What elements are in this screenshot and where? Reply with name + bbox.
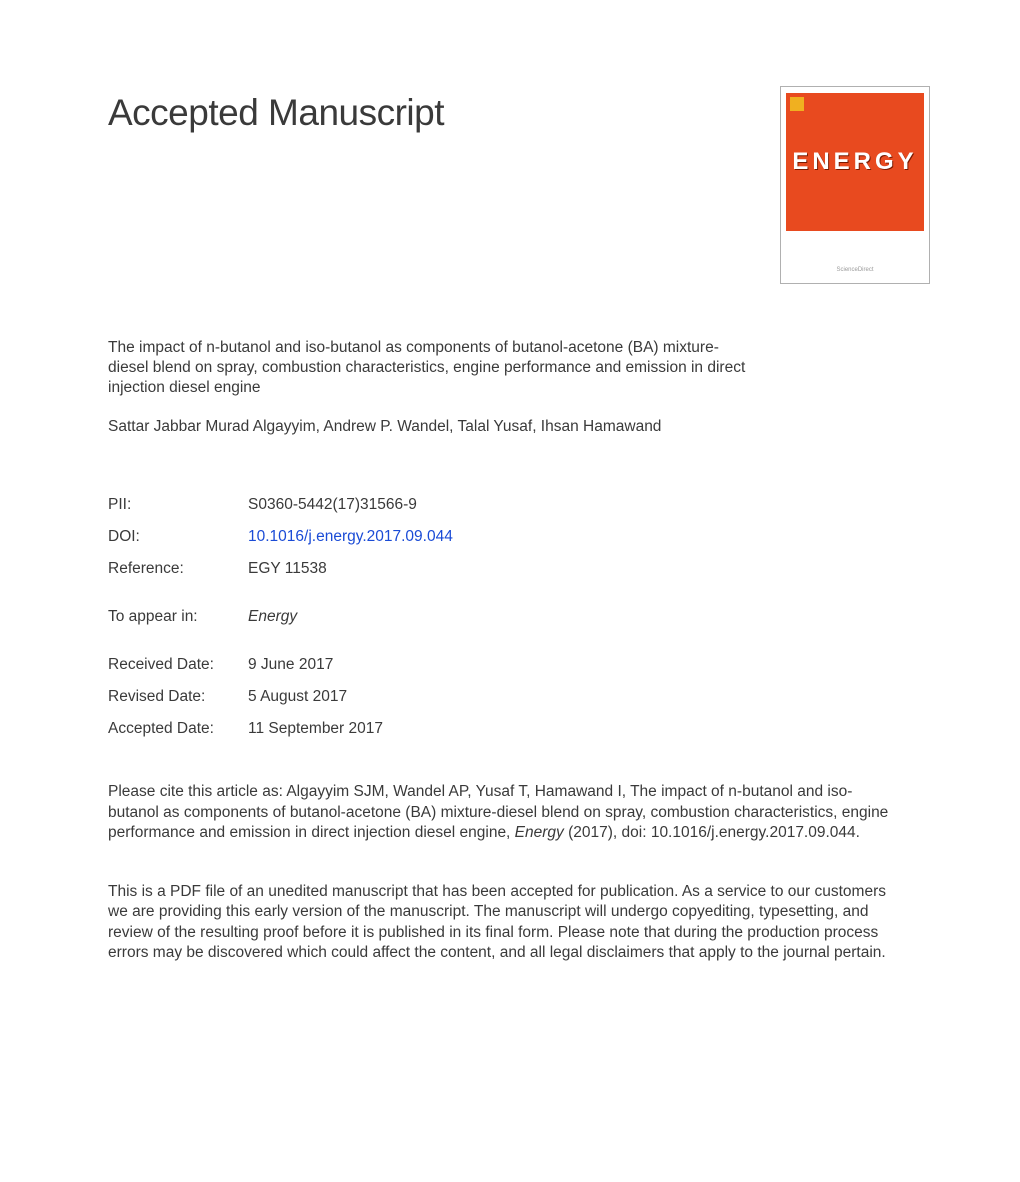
citation-block: Please cite this article as: Algayyim SJ… xyxy=(108,782,898,843)
meta-row-doi: DOI: 10.1016/j.energy.2017.09.044 xyxy=(108,528,930,546)
meta-row-reference: Reference: EGY 11538 xyxy=(108,560,930,578)
metadata-table: PII: S0360-5442(17)31566-9 DOI: 10.1016/… xyxy=(108,496,930,738)
meta-label: PII: xyxy=(108,496,248,514)
meta-row-to-appear: To appear in: Energy xyxy=(108,608,930,626)
header-row: Accepted Manuscript ENERGY ScienceDirect xyxy=(108,92,930,284)
journal-cover: ENERGY ScienceDirect xyxy=(780,86,930,284)
journal-cover-art: ENERGY xyxy=(786,93,924,231)
page-title: Accepted Manuscript xyxy=(108,92,444,134)
journal-logo-text: ENERGY xyxy=(792,148,917,176)
meta-label: Received Date: xyxy=(108,656,248,674)
meta-row-received: Received Date: 9 June 2017 xyxy=(108,656,930,674)
meta-value-journal: Energy xyxy=(248,608,297,626)
journal-cover-footer: ScienceDirect xyxy=(836,231,873,277)
article-title: The impact of n-butanol and iso-butanol … xyxy=(108,338,748,398)
meta-row-accepted: Accepted Date: 11 September 2017 xyxy=(108,720,930,738)
citation-suffix: (2017), doi: 10.1016/j.energy.2017.09.04… xyxy=(564,824,860,841)
meta-value: 11 September 2017 xyxy=(248,720,383,738)
meta-label: Accepted Date: xyxy=(108,720,248,738)
citation-journal: Energy xyxy=(515,824,564,841)
disclaimer-block: This is a PDF file of an unedited manusc… xyxy=(108,882,908,964)
meta-value: EGY 11538 xyxy=(248,560,327,578)
authors-line: Sattar Jabbar Murad Algayyim, Andrew P. … xyxy=(108,418,930,436)
meta-label: Revised Date: xyxy=(108,688,248,706)
meta-label: DOI: xyxy=(108,528,248,546)
meta-label: Reference: xyxy=(108,560,248,578)
publisher-badge-icon xyxy=(790,97,804,111)
meta-label: To appear in: xyxy=(108,608,248,626)
meta-value: S0360-5442(17)31566-9 xyxy=(248,496,417,514)
meta-value: 5 August 2017 xyxy=(248,688,347,706)
doi-link[interactable]: 10.1016/j.energy.2017.09.044 xyxy=(248,528,453,546)
meta-row-pii: PII: S0360-5442(17)31566-9 xyxy=(108,496,930,514)
meta-row-revised: Revised Date: 5 August 2017 xyxy=(108,688,930,706)
meta-value: 9 June 2017 xyxy=(248,656,333,674)
